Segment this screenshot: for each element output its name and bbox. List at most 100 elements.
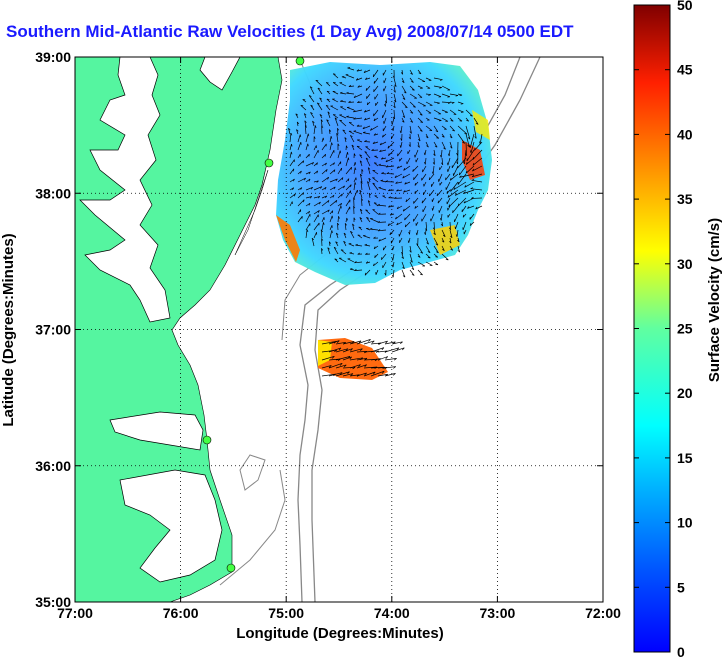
velocity-vector — [348, 130, 355, 135]
velocity-vector — [400, 125, 403, 134]
velocity-vector — [321, 169, 328, 175]
velocity-vector — [328, 129, 331, 135]
velocity-vector — [347, 258, 355, 263]
velocity-vector-head — [322, 137, 325, 141]
velocity-vector — [454, 213, 459, 223]
velocity-vector-head — [367, 181, 370, 184]
velocity-vector — [305, 223, 311, 231]
velocity-vector — [425, 253, 431, 259]
velocity-vector-head — [417, 255, 421, 258]
velocity-vector — [329, 225, 333, 231]
velocity-vector-head — [331, 142, 333, 146]
velocity-vector — [417, 141, 420, 148]
velocity-vector — [313, 186, 323, 191]
velocity-vector — [328, 347, 342, 353]
velocity-vector — [339, 114, 347, 119]
velocity-vector-head — [374, 358, 378, 362]
velocity-vector — [372, 177, 379, 183]
velocity-vector — [409, 125, 412, 134]
velocity-vector — [409, 85, 415, 91]
velocity-vector-head — [455, 95, 459, 97]
velocity-vector-head — [292, 187, 295, 191]
velocity-vector-head — [385, 165, 389, 168]
velocity-vector-head — [353, 153, 356, 156]
velocity-vector-head — [427, 251, 431, 254]
velocity-vector-head — [440, 223, 443, 227]
velocity-vector-head — [346, 91, 349, 94]
velocity-vector-head — [402, 347, 405, 351]
velocity-vector-head — [457, 250, 460, 253]
velocity-vector — [388, 205, 395, 208]
velocity-vector-head — [447, 195, 450, 198]
velocity-vector — [329, 230, 333, 239]
velocity-vector — [401, 117, 405, 123]
velocity-vector-head — [436, 193, 438, 196]
velocity-vector — [300, 105, 307, 111]
velocity-vector-head — [391, 257, 394, 261]
velocity-vector — [433, 149, 436, 156]
velocity-vector — [363, 69, 371, 73]
velocity-vector-head — [462, 141, 465, 144]
velocity-vector — [422, 205, 427, 213]
velocity-vector-head — [333, 162, 335, 166]
velocity-vector — [329, 142, 333, 151]
velocity-vector — [441, 157, 444, 165]
velocity-vector-head — [352, 367, 356, 370]
velocity-vector-head — [439, 154, 442, 158]
velocity-vector-head — [356, 69, 360, 72]
velocity-vector — [313, 170, 318, 175]
velocity-vector — [337, 128, 339, 135]
velocity-vector — [384, 341, 396, 345]
velocity-vector — [399, 237, 403, 243]
velocity-vector-head — [385, 159, 388, 163]
velocity-vector-head — [354, 182, 357, 185]
velocity-vector — [448, 149, 451, 157]
velocity-vector — [348, 122, 355, 127]
velocity-vector — [350, 135, 355, 143]
velocity-vector-head — [321, 248, 324, 251]
velocity-vector — [372, 182, 379, 191]
velocity-vector — [425, 221, 428, 231]
velocity-vector — [297, 142, 302, 151]
velocity-vector-head — [303, 177, 306, 181]
delaware-bay — [199, 57, 241, 91]
velocity-vector-head — [411, 267, 415, 270]
velocity-vector — [354, 261, 363, 264]
velocity-vector — [396, 189, 403, 192]
velocity-vector-head — [415, 232, 418, 236]
velocity-vector-head — [315, 79, 319, 82]
velocity-vector-head — [411, 81, 414, 83]
velocity-vector — [340, 106, 347, 111]
velocity-vector — [440, 213, 443, 221]
velocity-vector — [329, 169, 336, 175]
velocity-vector — [370, 358, 381, 361]
velocity-vector — [425, 245, 431, 253]
velocity-vector — [335, 356, 351, 361]
velocity-vector — [377, 373, 388, 377]
velocity-vector — [391, 347, 405, 353]
velocity-vector — [313, 125, 316, 135]
velocity-vector-head — [395, 216, 397, 220]
velocity-vector — [345, 157, 349, 167]
velocity-vector-head — [327, 209, 330, 213]
velocity-vector — [363, 350, 379, 353]
velocity-vector-head — [311, 162, 314, 165]
velocity-vector — [305, 213, 311, 223]
velocity-vector-head — [327, 200, 330, 203]
velocity-vector — [372, 170, 379, 175]
velocity-vector-head — [374, 255, 376, 258]
velocity-vector — [412, 165, 419, 172]
velocity-vector-head — [314, 125, 317, 128]
velocity-vector-head — [457, 239, 460, 243]
velocity-vector — [356, 364, 367, 369]
velocity-vector — [321, 195, 327, 199]
velocity-vector-head — [391, 274, 394, 278]
velocity-vector — [362, 125, 371, 130]
velocity-vector-head — [385, 180, 388, 182]
velocity-vector-head — [396, 189, 399, 192]
velocity-vector-head — [408, 231, 410, 235]
velocity-vector-head — [354, 167, 357, 171]
velocity-vector — [409, 69, 413, 75]
velocity-vector — [425, 229, 427, 235]
velocity-vector — [441, 101, 451, 103]
